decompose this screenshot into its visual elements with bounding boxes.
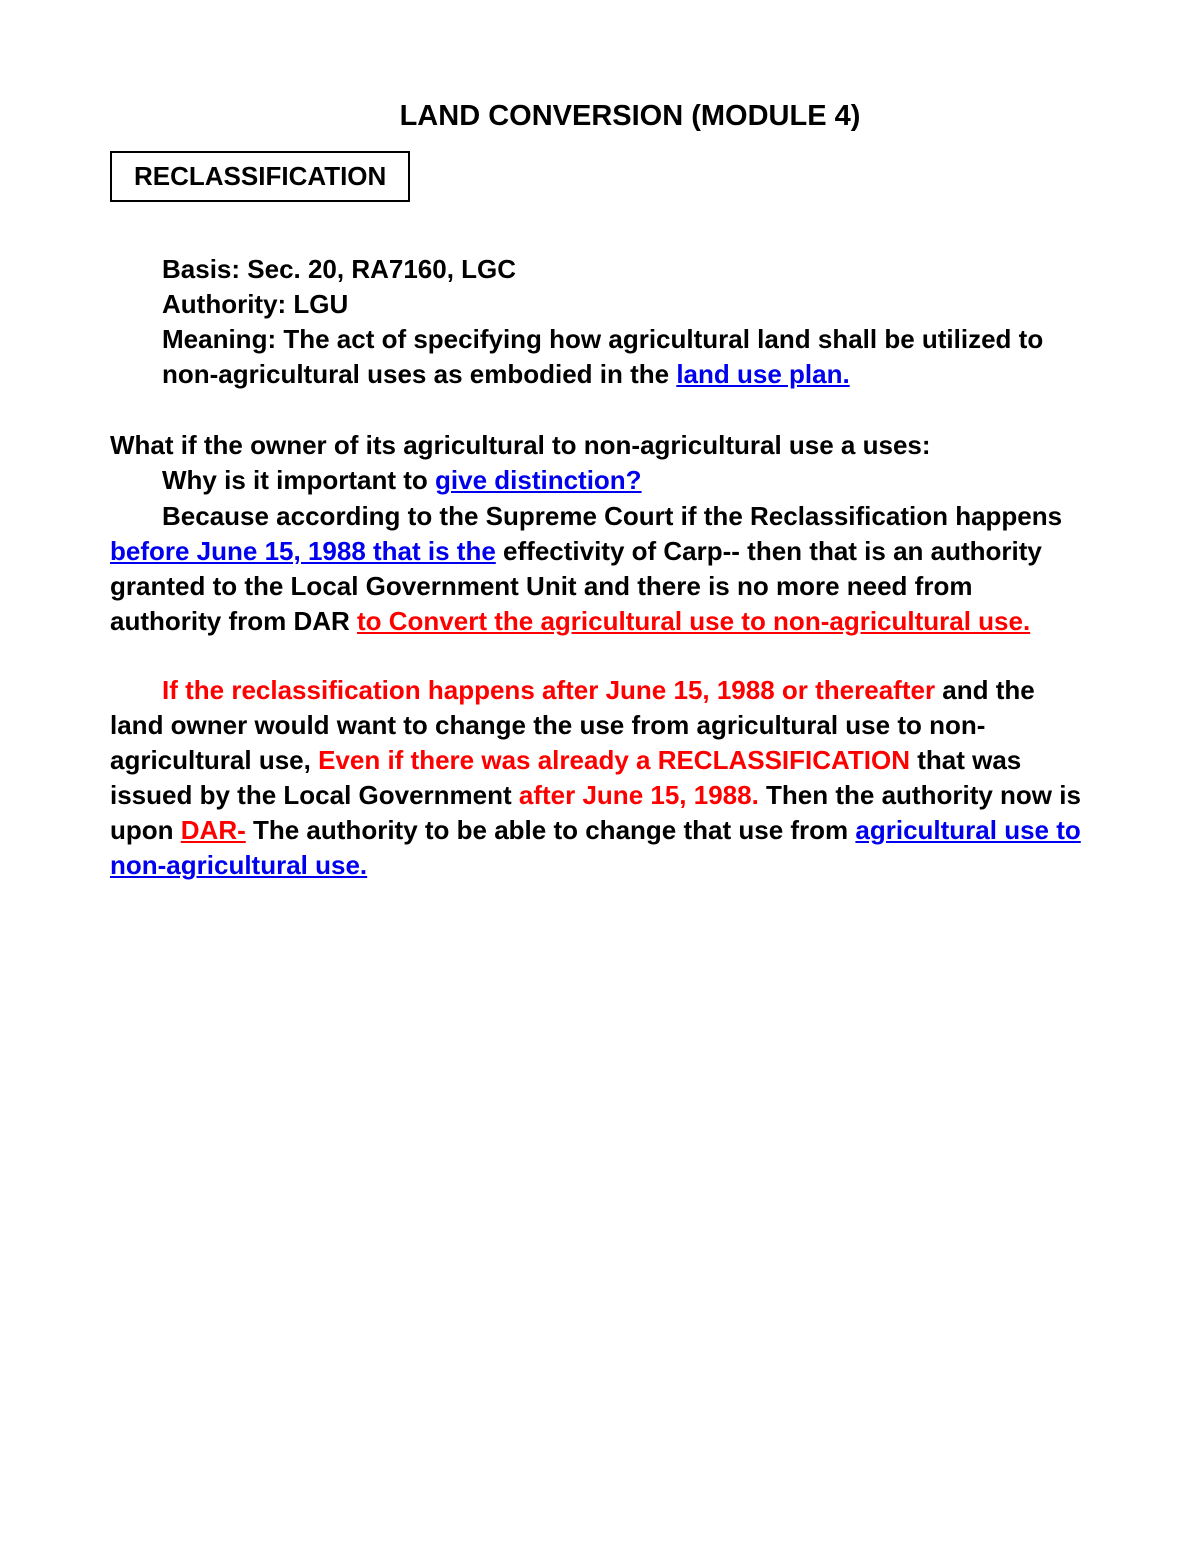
dar-red-underline: DAR- [181,815,246,845]
sc-text-1: Because according to the Supreme Court i… [162,501,1062,531]
paragraph-1: What if the owner of its agricultural to… [110,428,1090,639]
give-distinction-link[interactable]: give distinction? [435,465,642,495]
basis-line: Basis: Sec. 20, RA7160, LGC [162,252,1090,287]
document-page: LAND CONVERSION (MODULE 4) RECLASSIFICAT… [0,0,1200,884]
authority-line: Authority: LGU [162,287,1090,322]
p2-black-4: The authority to be able to change that … [246,815,856,845]
before-date-link[interactable]: before June 15, 1988 that is the [110,536,496,566]
why-pre: Why is it important to [162,465,435,495]
meaning-text: Meaning: The act of specifying how agric… [162,324,1043,389]
reclassification-box: RECLASSIFICATION [110,151,410,202]
supreme-court-block: Because according to the Supreme Court i… [110,499,1090,639]
meaning-line: Meaning: The act of specifying how agric… [162,322,1090,392]
convert-red-underline: to Convert the agricultural use to non-a… [357,606,1030,636]
definitions-block: Basis: Sec. 20, RA7160, LGC Authority: L… [162,252,1090,392]
p2-red-2: Even if there was already a RECLASSIFICA… [318,745,910,775]
land-use-plan-link[interactable]: land use plan. [676,359,849,389]
p2-red-3: after June 15, 1988. [519,780,759,810]
paragraph-2: If the reclassification happens after Ju… [110,673,1090,884]
box-label: RECLASSIFICATION [134,161,386,191]
question-line: What if the owner of its agricultural to… [110,428,1090,463]
p2-red-1: If the reclassification happens after Ju… [162,675,935,705]
page-title: LAND CONVERSION (MODULE 4) [170,100,1090,133]
why-line: Why is it important to give distinction? [110,463,1090,498]
